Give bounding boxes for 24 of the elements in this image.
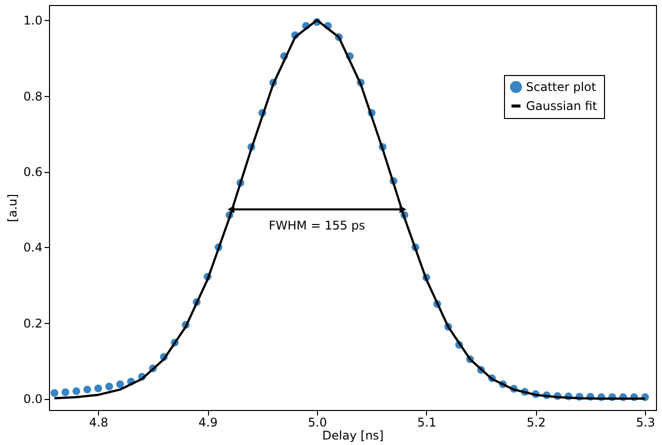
x-axis-title: Delay [ns]: [322, 428, 384, 442]
y-tick-label: 0.0: [23, 392, 42, 406]
point: [50, 389, 58, 397]
point: [62, 388, 70, 396]
point: [83, 386, 92, 394]
y-tick-label: 0.2: [23, 316, 42, 330]
x-tick-label: 5.1: [417, 416, 436, 430]
y-axis-title: [a.u]: [5, 194, 20, 222]
point: [94, 384, 102, 392]
x-tick-label: 4.9: [198, 416, 218, 430]
x-tick-label: 5.3: [636, 416, 656, 430]
legend-label: Scatter plot: [526, 80, 596, 94]
legend-label: Gaussian fit: [526, 99, 598, 113]
point: [105, 382, 114, 390]
x-tick-label: 4.8: [89, 416, 108, 430]
x-tick-label: 5.0: [308, 416, 327, 430]
y-tick-label: 0.4: [23, 240, 42, 255]
point: [72, 387, 80, 395]
x-tick-label: 5.2: [526, 416, 546, 430]
y-tick-label: 0.8: [23, 89, 42, 104]
y-tick-label: 0.6: [23, 165, 42, 180]
y-tick-label: 1.0: [23, 14, 42, 28]
annotation: FWHM = 155 ps: [268, 218, 366, 232]
point: [116, 380, 124, 388]
